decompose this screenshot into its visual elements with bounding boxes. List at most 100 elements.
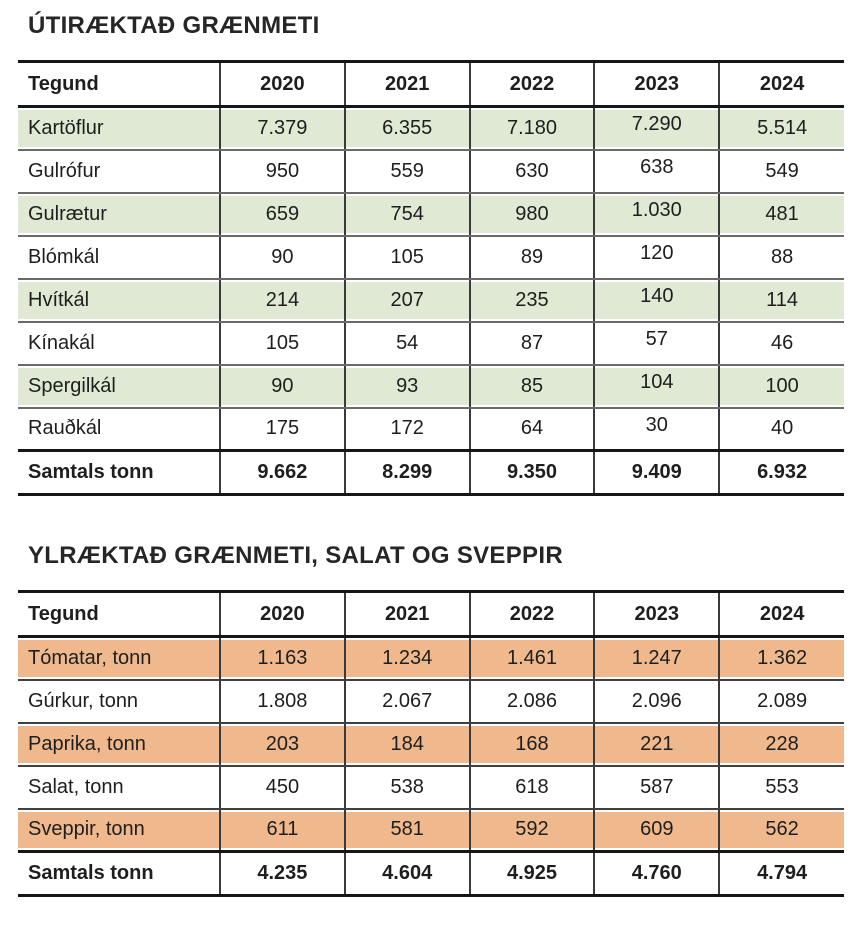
value-cell: 630 [468, 149, 595, 194]
value-cell: 950 [219, 149, 345, 194]
col-header-tegund: Tegund [18, 590, 220, 638]
row-label-cell: Gúrkur, tonn [18, 679, 220, 724]
total-value-cell: 4.794 [718, 850, 844, 897]
value-cell: 57 [593, 321, 720, 366]
value-cell: 175 [219, 407, 345, 452]
row-label-cell: Spergilkál [18, 364, 220, 409]
total-row: Samtals tonn 9.662 8.299 9.350 9.409 6.9… [18, 449, 844, 496]
header-row: Tegund 2020 2021 2022 2023 2024 [18, 60, 844, 108]
table-row-kartoflur: Kartöflur 7.379 6.355 7.180 7.290 5.514 [18, 106, 844, 151]
value-cell: 46 [718, 321, 844, 366]
value-cell: 609 [593, 808, 720, 853]
value-cell: 100 [718, 364, 844, 409]
value-cell: 587 [593, 765, 720, 810]
row-label-cell: Tómatar, tonn [18, 636, 220, 681]
total-value-cell: 4.235 [219, 850, 345, 897]
value-cell: 1.030 [593, 192, 720, 237]
outdoor-vegetables-table: Tegund 2020 2021 2022 2023 2024 Kartöflu… [18, 60, 844, 496]
value-cell: 7.290 [593, 106, 720, 151]
value-cell: 93 [343, 364, 470, 409]
value-cell: 1.247 [593, 636, 720, 681]
value-cell: 85 [468, 364, 595, 409]
value-cell: 559 [343, 149, 470, 194]
value-cell: 207 [343, 278, 470, 323]
total-value-cell: 9.662 [219, 449, 345, 496]
total-label-cell: Samtals tonn [18, 850, 220, 897]
total-value-cell: 4.925 [468, 850, 595, 897]
total-value-cell: 9.409 [593, 449, 720, 496]
col-header-2022: 2022 [468, 590, 595, 638]
row-label-cell: Gulrófur [18, 149, 220, 194]
value-cell: 980 [468, 192, 595, 237]
row-label-cell: Gulrætur [18, 192, 220, 237]
value-cell: 105 [343, 235, 470, 280]
value-cell: 114 [718, 278, 844, 323]
value-cell: 638 [593, 149, 720, 194]
value-cell: 562 [718, 808, 844, 853]
value-cell: 618 [468, 765, 595, 810]
total-value-cell: 4.604 [343, 850, 470, 897]
value-cell: 203 [219, 722, 345, 767]
row-label-cell: Sveppir, tonn [18, 808, 220, 853]
value-cell: 581 [343, 808, 470, 853]
value-cell: 592 [468, 808, 595, 853]
value-cell: 120 [593, 235, 720, 280]
col-header-2021: 2021 [343, 590, 470, 638]
value-cell: 1.461 [468, 636, 595, 681]
col-header-2020: 2020 [219, 590, 345, 638]
value-cell: 88 [718, 235, 844, 280]
header-row: Tegund 2020 2021 2022 2023 2024 [18, 590, 844, 638]
greenhouse-vegetables-table: Tegund 2020 2021 2022 2023 2024 Tómatar,… [18, 590, 844, 897]
value-cell: 6.355 [343, 106, 470, 151]
value-cell: 2.089 [718, 679, 844, 724]
value-cell: 235 [468, 278, 595, 323]
value-cell: 105 [219, 321, 345, 366]
total-label-cell: Samtals tonn [18, 449, 220, 496]
col-header-2024: 2024 [718, 590, 844, 638]
total-row: Samtals tonn 4.235 4.604 4.925 4.760 4.7… [18, 850, 844, 897]
value-cell: 2.067 [343, 679, 470, 724]
table-row-gulraetur: Gulrætur 659 754 980 1.030 481 [18, 192, 844, 237]
table-row-kinakal: Kínakál 105 54 87 57 46 [18, 321, 844, 366]
outdoor-section-title: ÚTIRÆKTAÐ GRÆNMETI [28, 12, 320, 39]
value-cell: 1.808 [219, 679, 345, 724]
col-header-2023: 2023 [593, 60, 720, 108]
total-value-cell: 9.350 [468, 449, 595, 496]
value-cell: 168 [468, 722, 595, 767]
value-cell: 659 [219, 192, 345, 237]
total-value-cell: 8.299 [343, 449, 470, 496]
col-header-tegund: Tegund [18, 60, 220, 108]
value-cell: 87 [468, 321, 595, 366]
table-row-gulrofur: Gulrófur 950 559 630 638 549 [18, 149, 844, 194]
row-label-cell: Paprika, tonn [18, 722, 220, 767]
table-row-gurkur: Gúrkur, tonn 1.808 2.067 2.086 2.096 2.0… [18, 679, 844, 724]
value-cell: 754 [343, 192, 470, 237]
total-value-cell: 6.932 [718, 449, 844, 496]
value-cell: 104 [593, 364, 720, 409]
table-row-spergilkal: Spergilkál 90 93 85 104 100 [18, 364, 844, 409]
table-row-blomkal: Blómkál 90 105 89 120 88 [18, 235, 844, 280]
document-page: ÚTIRÆKTAÐ GRÆNMETI Tegund 2020 2021 2022… [18, 12, 844, 897]
value-cell: 214 [219, 278, 345, 323]
value-cell: 2.086 [468, 679, 595, 724]
table-row-tomatar: Tómatar, tonn 1.163 1.234 1.461 1.247 1.… [18, 636, 844, 681]
value-cell: 481 [718, 192, 844, 237]
value-cell: 7.379 [219, 106, 345, 151]
value-cell: 553 [718, 765, 844, 810]
value-cell: 64 [468, 407, 595, 452]
col-header-2023: 2023 [593, 590, 720, 638]
greenhouse-section-title: YLRÆKTAÐ GRÆNMETI, SALAT OG SVEPPIR [28, 542, 563, 569]
value-cell: 40 [718, 407, 844, 452]
value-cell: 140 [593, 278, 720, 323]
table-row-hvitkal: Hvítkál 214 207 235 140 114 [18, 278, 844, 323]
value-cell: 54 [343, 321, 470, 366]
row-label-cell: Hvítkál [18, 278, 220, 323]
value-cell: 611 [219, 808, 345, 853]
row-label-cell: Salat, tonn [18, 765, 220, 810]
value-cell: 7.180 [468, 106, 595, 151]
value-cell: 1.163 [219, 636, 345, 681]
value-cell: 221 [593, 722, 720, 767]
value-cell: 89 [468, 235, 595, 280]
value-cell: 90 [219, 235, 345, 280]
value-cell: 450 [219, 765, 345, 810]
